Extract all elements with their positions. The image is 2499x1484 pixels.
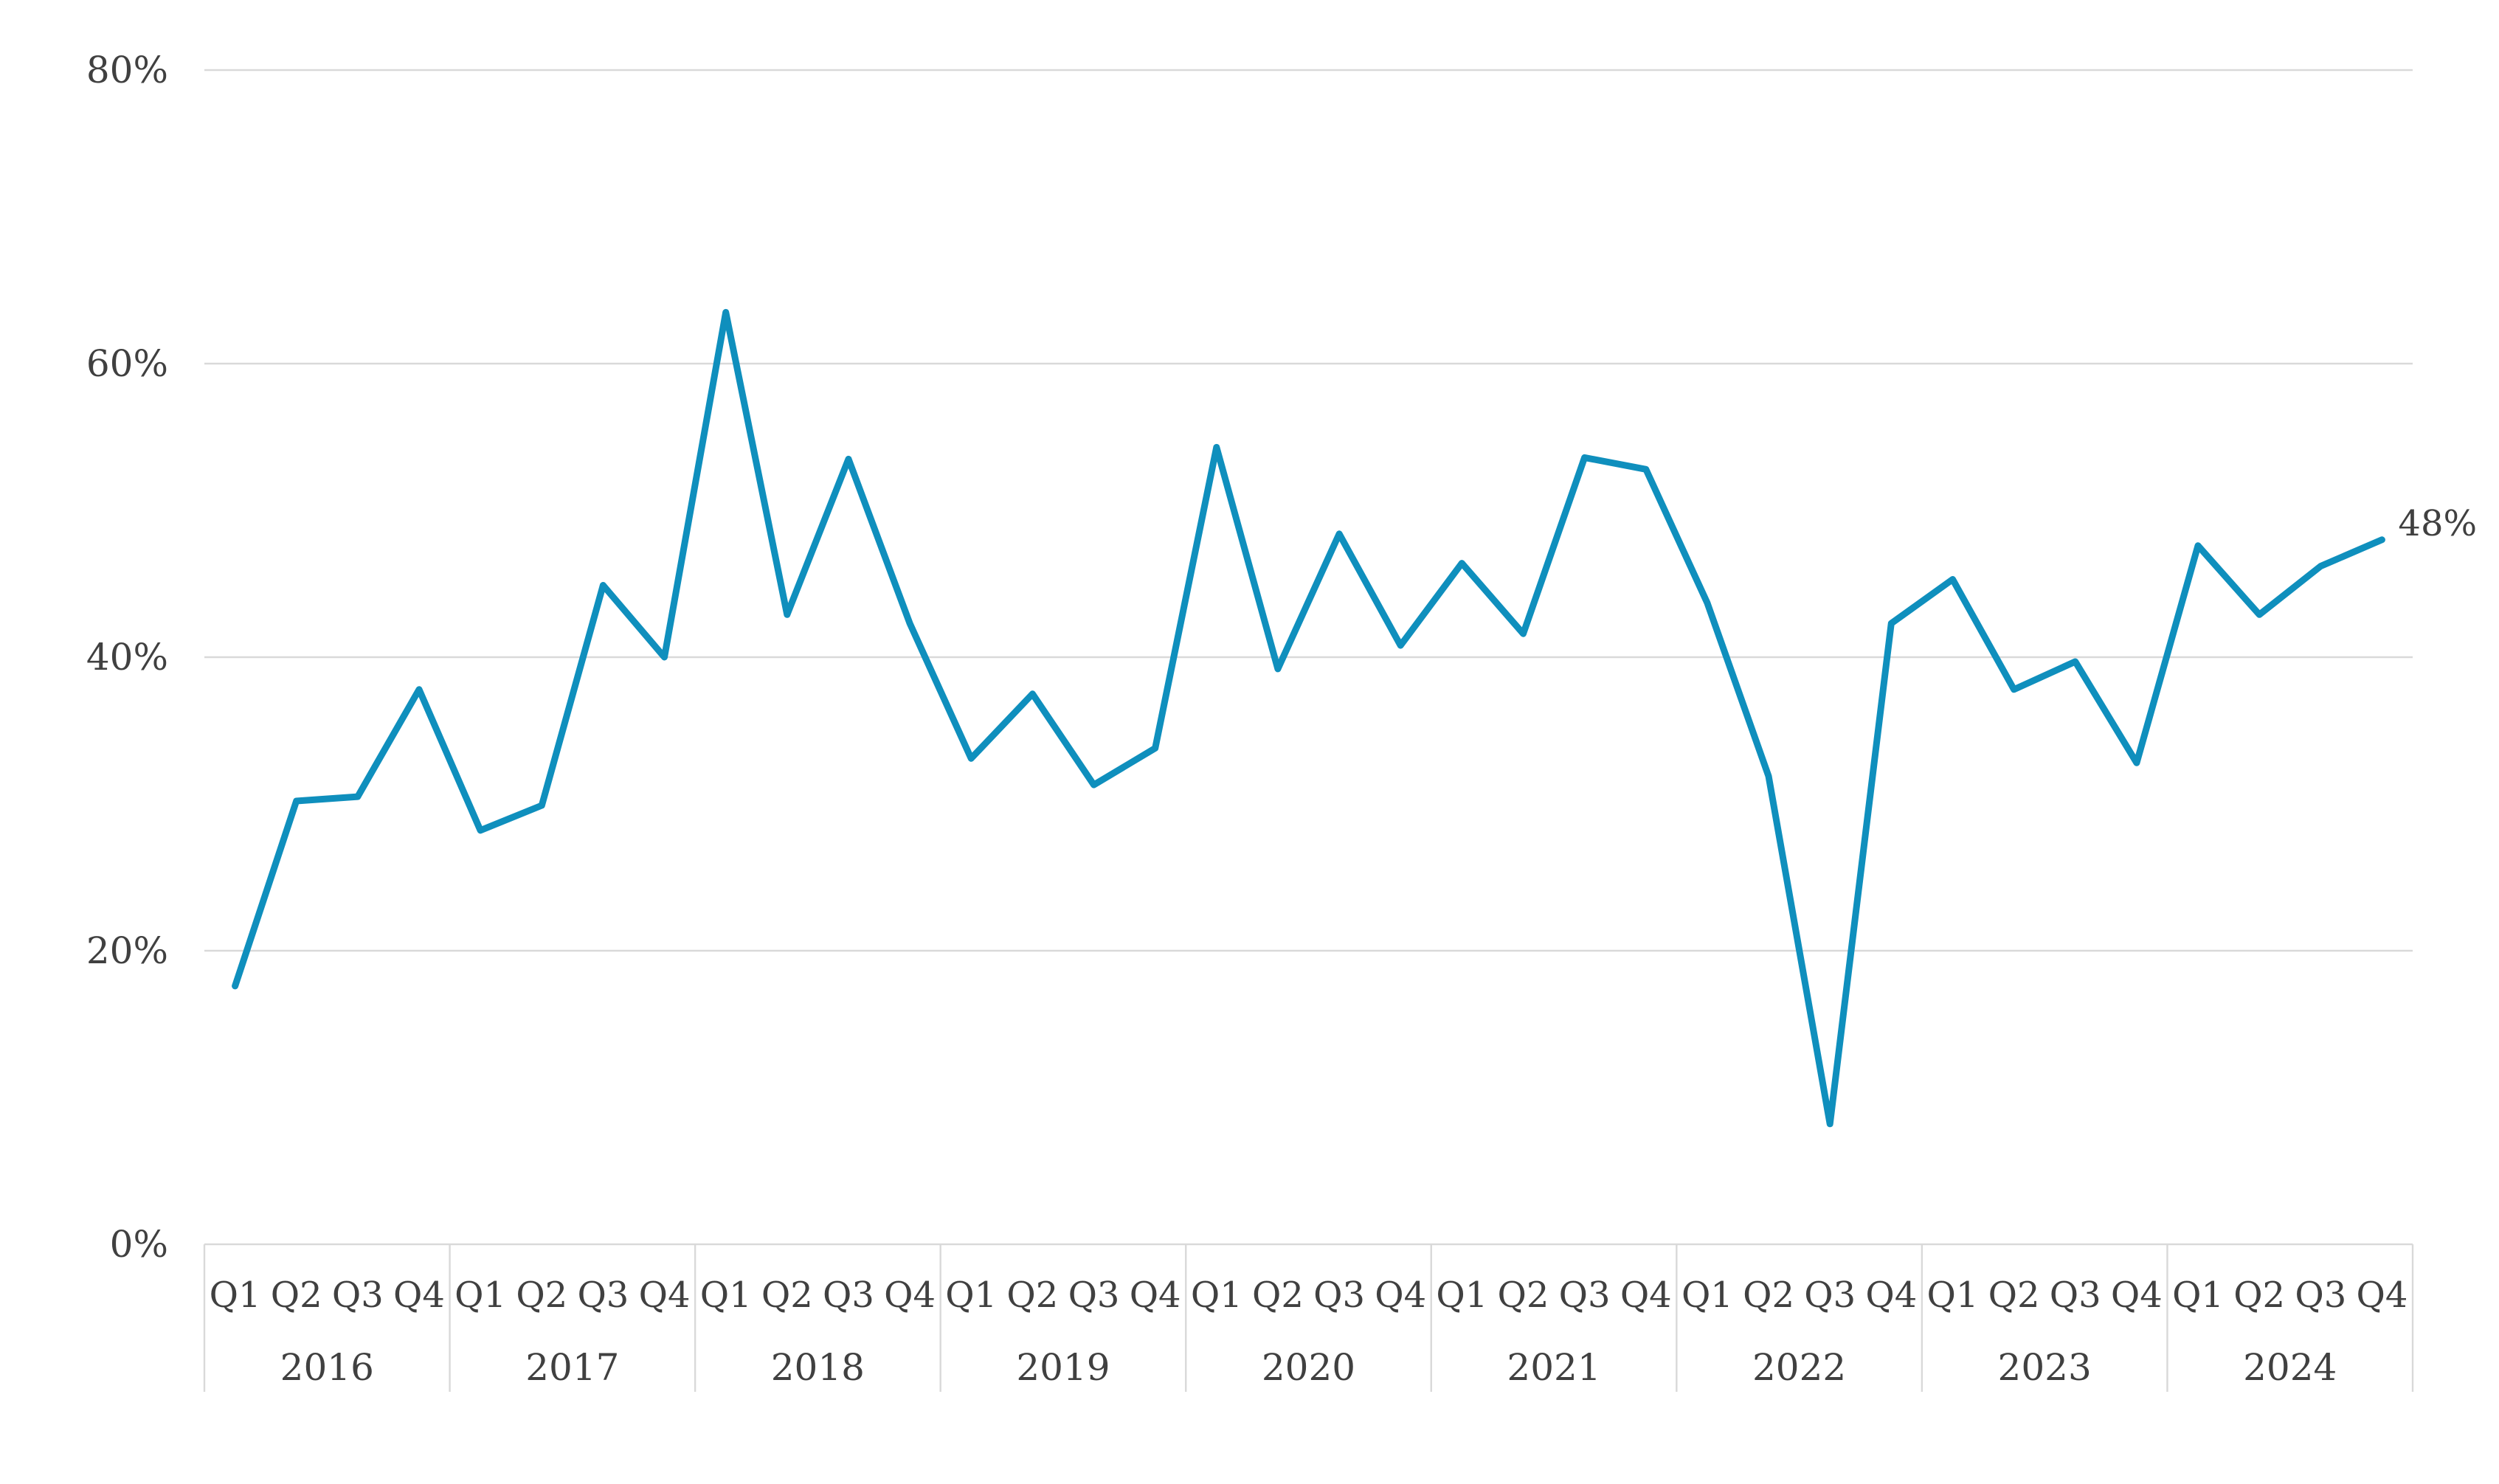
x-tick-label-quarter: Q1 [210, 1275, 261, 1316]
x-tick-label-quarter: Q2 [516, 1275, 567, 1316]
x-tick-label-quarter: Q4 [2356, 1275, 2408, 1316]
x-tick-label-quarter: Q3 [1068, 1275, 1120, 1316]
x-tick-label-quarter: Q3 [1313, 1275, 1365, 1316]
x-tick-label-year: 2017 [525, 1346, 619, 1389]
x-tick-label-quarter: Q4 [639, 1275, 691, 1316]
x-tick-label-year: 2019 [1016, 1346, 1110, 1389]
x-tick-label-year: 2021 [1507, 1346, 1600, 1389]
x-tick-label-quarter: Q3 [823, 1275, 874, 1316]
x-tick-label-quarter: Q2 [1498, 1275, 1549, 1316]
y-tick-label: 0% [110, 1223, 168, 1266]
x-tick-label-quarter: Q1 [1681, 1275, 1733, 1316]
last-value-label: 48% [2398, 503, 2477, 544]
x-tick-label-quarter: Q1 [1927, 1275, 1979, 1316]
y-tick-label: 20% [86, 929, 168, 972]
x-tick-label-quarter: Q1 [2172, 1275, 2224, 1316]
x-tick-label-quarter: Q2 [1006, 1275, 1058, 1316]
x-tick-label-quarter: Q1 [454, 1275, 506, 1316]
x-tick-label-quarter: Q1 [700, 1275, 752, 1316]
x-tick-label-year: 2020 [1262, 1346, 1355, 1389]
x-tick-label-quarter: Q1 [1191, 1275, 1242, 1316]
x-tick-label-quarter: Q4 [1865, 1275, 1917, 1316]
x-tick-label-quarter: Q1 [945, 1275, 997, 1316]
y-tick-label: 80% [86, 49, 168, 91]
x-tick-label-quarter: Q3 [332, 1275, 384, 1316]
x-tick-label-quarter: Q2 [1743, 1275, 1794, 1316]
x-tick-label-quarter: Q2 [271, 1275, 322, 1316]
x-tick-label-quarter: Q1 [1436, 1275, 1487, 1316]
x-tick-label-quarter: Q2 [1988, 1275, 2040, 1316]
x-tick-label-quarter: Q2 [761, 1275, 813, 1316]
x-tick-label-year: 2022 [1752, 1346, 1846, 1389]
series-line-group [232, 308, 2385, 1128]
series-line [232, 308, 2385, 1128]
y-axis-tick-labels: 0% 20% 40% 60% 80% [86, 49, 168, 1266]
x-tick-label-quarter: Q3 [1559, 1275, 1611, 1316]
x-tick-label-quarter: Q4 [2111, 1275, 2163, 1316]
x-tick-label-quarter: Q4 [1620, 1275, 1672, 1316]
x-tick-label-quarter: Q3 [1804, 1275, 1856, 1316]
x-tick-label-quarter: Q3 [2295, 1275, 2346, 1316]
x-tick-label-quarter: Q4 [884, 1275, 936, 1316]
x-tick-label-quarter: Q4 [1130, 1275, 1181, 1316]
x-tick-label-quarter: Q4 [1375, 1275, 1426, 1316]
y-tick-label: 60% [86, 342, 168, 385]
x-tick-label-quarter: Q2 [1252, 1275, 1304, 1316]
x-tick-label-quarter: Q2 [2233, 1275, 2285, 1316]
x-tick-label-year: 2016 [280, 1346, 374, 1389]
x-tick-label-quarter: Q3 [577, 1275, 629, 1316]
gridlines [204, 69, 2413, 952]
x-tick-label-year: 2024 [2243, 1346, 2337, 1389]
x-tick-label-quarter: Q4 [393, 1275, 445, 1316]
x-tick-label-quarter: Q3 [2050, 1275, 2101, 1316]
x-tick-label-year: 2018 [771, 1346, 865, 1389]
y-tick-label: 40% [86, 636, 168, 679]
x-tick-label-year: 2023 [1998, 1346, 2092, 1389]
